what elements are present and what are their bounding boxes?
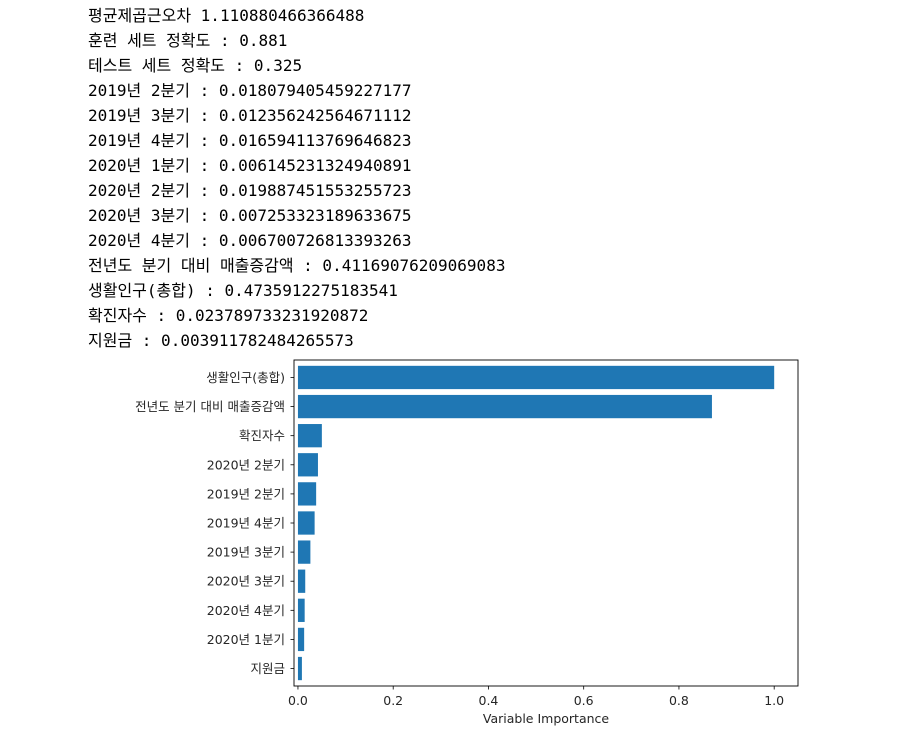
x-tick-label: 0.2: [383, 693, 403, 708]
plot-frame: [293, 359, 799, 687]
y-tick-label: 2020년 4분기: [207, 603, 285, 618]
x-tick-label: 0.4: [479, 693, 499, 708]
cell-output: 평균제곱근오차 1.110880466366488 훈련 세트 정확도 : 0.8…: [88, 3, 505, 353]
output-line: 2020년 2분기 : 0.019887451553255723: [88, 181, 412, 200]
bar: [297, 656, 302, 681]
bars-group: [297, 365, 775, 681]
output-line: 2020년 3분기 : 0.007253323189633675: [88, 206, 412, 225]
y-tick-label: 생활인구(총합): [206, 370, 285, 385]
y-tick-label: 2019년 3분기: [207, 545, 285, 560]
y-tick-label: 2019년 4분기: [207, 516, 285, 531]
y-tick-label: 2019년 2분기: [207, 486, 285, 501]
output-line: 훈련 세트 정확도 : 0.881: [88, 31, 288, 50]
x-ticks: 0.0 0.2 0.4 0.6 0.8 1.0: [288, 686, 784, 708]
output-line: 평균제곱근오차 1.110880466366488: [88, 6, 365, 25]
x-tick-label: 0.0: [288, 693, 308, 708]
bar: [297, 540, 311, 564]
y-tick-label: 2020년 1분기: [207, 632, 285, 647]
output-line: 지원금 : 0.003911782484265573: [88, 331, 354, 350]
output-line: 2020년 4분기 : 0.006700726813393263: [88, 231, 412, 250]
output-line: 생활인구(총합) : 0.4735912275183541: [88, 281, 398, 300]
y-tick-label: 2020년 2분기: [207, 457, 285, 472]
x-tick-label: 1.0: [764, 693, 784, 708]
bar: [297, 453, 318, 477]
output-line: 2019년 3분기 : 0.012356242564671112: [88, 106, 412, 125]
y-tick-label: 2020년 3분기: [207, 574, 285, 589]
y-tick-label: 확진자수: [239, 428, 285, 443]
output-line: 2020년 1분기 : 0.006145231324940891: [88, 156, 412, 175]
output-line: 테스트 세트 정확도 : 0.325: [88, 56, 303, 75]
output-line: 2019년 2분기 : 0.018079405459227177: [88, 81, 412, 100]
x-tick-label: 0.8: [669, 693, 689, 708]
output-line: 전년도 분기 대비 매출증감액 : 0.41169076209069083: [88, 256, 506, 275]
bar: [297, 482, 317, 506]
x-axis-label: Variable Importance: [483, 711, 610, 726]
bar: [297, 424, 322, 448]
bar: [297, 627, 305, 652]
x-tick-label: 0.6: [574, 693, 594, 708]
bar: [297, 511, 315, 535]
y-tick-label: 전년도 분기 대비 매출증감액: [135, 399, 285, 414]
output-line: 2019년 4분기 : 0.016594113769646823: [88, 131, 412, 150]
output-line: 확진자수 : 0.023789733231920872: [88, 306, 369, 325]
bar: [297, 569, 306, 593]
bar: [297, 598, 305, 622]
y-tick-label: 지원금: [250, 661, 285, 676]
bar: [297, 394, 712, 419]
bar: [297, 365, 775, 390]
